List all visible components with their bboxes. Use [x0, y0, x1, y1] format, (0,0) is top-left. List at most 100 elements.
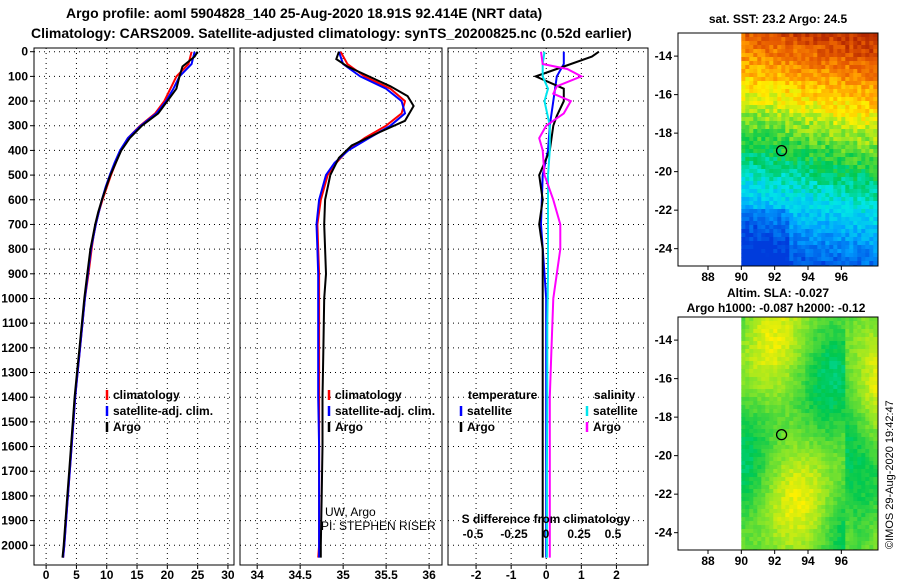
map-cell [861, 533, 866, 538]
map-cell [793, 173, 798, 178]
map-cell [829, 333, 834, 338]
map-cell [857, 389, 862, 394]
map-cell [793, 469, 798, 474]
map-cell [817, 421, 822, 426]
map-cell [797, 221, 802, 226]
map-cell [749, 537, 754, 542]
temperature-profile-panel: 051015202530temperature (deg C)010020030… [1, 45, 235, 580]
map-cell [865, 153, 870, 158]
map-cell [777, 497, 782, 502]
map-cell [821, 181, 826, 186]
map-cell [845, 393, 850, 398]
map-cell [781, 209, 786, 214]
map-cell [853, 473, 858, 478]
map-cell [841, 133, 846, 138]
map-cell [813, 525, 818, 530]
map-cell [869, 525, 874, 530]
map-cell [845, 489, 850, 494]
map-cell [821, 541, 826, 546]
map-cell [749, 61, 754, 66]
map-cell [829, 121, 834, 126]
map-cell [861, 77, 866, 82]
map-cell [853, 437, 858, 442]
map-cell [753, 381, 758, 386]
map-cell [849, 49, 854, 54]
map-cell [817, 425, 822, 430]
map-cell [841, 37, 846, 42]
map-cell [857, 157, 862, 162]
map-cell [745, 233, 750, 238]
map-cell [801, 45, 806, 50]
map-cell [821, 197, 826, 202]
map-cell [873, 93, 878, 98]
map-cell [773, 253, 778, 258]
map-cell [873, 337, 878, 342]
map-cell [825, 249, 830, 254]
map-cell [861, 473, 866, 478]
map-cell [785, 73, 790, 78]
map-cell [841, 157, 846, 162]
map-cell [749, 517, 754, 522]
map-cell [865, 141, 870, 146]
map-cell [833, 357, 838, 362]
map-cell [741, 257, 746, 262]
map-cell [741, 405, 746, 410]
map-cell [873, 329, 878, 334]
map-cell [837, 329, 842, 334]
map-cell [817, 433, 822, 438]
map-cell [865, 537, 870, 542]
map-cell [873, 229, 878, 234]
map-cell [825, 205, 830, 210]
map-cell [801, 33, 806, 38]
map-cell [765, 117, 770, 122]
map-cell [841, 89, 846, 94]
map-cell [873, 525, 878, 530]
map-cell [785, 413, 790, 418]
map-cell [865, 69, 870, 74]
map-cell [817, 533, 822, 538]
map-cell [825, 433, 830, 438]
map-cell [777, 233, 782, 238]
map-cell [773, 189, 778, 194]
map-cell [841, 101, 846, 106]
map-cell [809, 161, 814, 166]
map-x-tick-label: 90 [735, 554, 749, 568]
map-cell [749, 521, 754, 526]
map-cell [817, 365, 822, 370]
map-cell [741, 181, 746, 186]
map-cell [817, 149, 822, 154]
map-cell [741, 73, 746, 78]
map-cell [777, 417, 782, 422]
map-cell [741, 321, 746, 326]
map-cell [821, 501, 826, 506]
map-cell [769, 337, 774, 342]
map-cell [741, 429, 746, 434]
map-cell [865, 353, 870, 358]
map-cell [857, 541, 862, 546]
map-cell [785, 381, 790, 386]
map-cell [757, 261, 762, 266]
map-cell [841, 497, 846, 502]
map-cell [821, 425, 826, 430]
map-cell [749, 161, 754, 166]
map-cell [793, 113, 798, 118]
map-cell [825, 45, 830, 50]
map-cell [821, 221, 826, 226]
map-cell [801, 249, 806, 254]
map-cell [805, 357, 810, 362]
x-tick-label: 35.5 [374, 568, 398, 580]
map-cell [861, 45, 866, 50]
map-cell [769, 133, 774, 138]
map-cell [769, 93, 774, 98]
map-cell [773, 541, 778, 546]
map-cell [845, 317, 850, 322]
map-cell [801, 253, 806, 258]
map-cell [829, 81, 834, 86]
map-cell [825, 453, 830, 458]
map-cell [785, 389, 790, 394]
map-cell [761, 237, 766, 242]
map-cell [849, 477, 854, 482]
map-cell [765, 261, 770, 266]
map-cell [753, 357, 758, 362]
map-cell [853, 37, 858, 42]
